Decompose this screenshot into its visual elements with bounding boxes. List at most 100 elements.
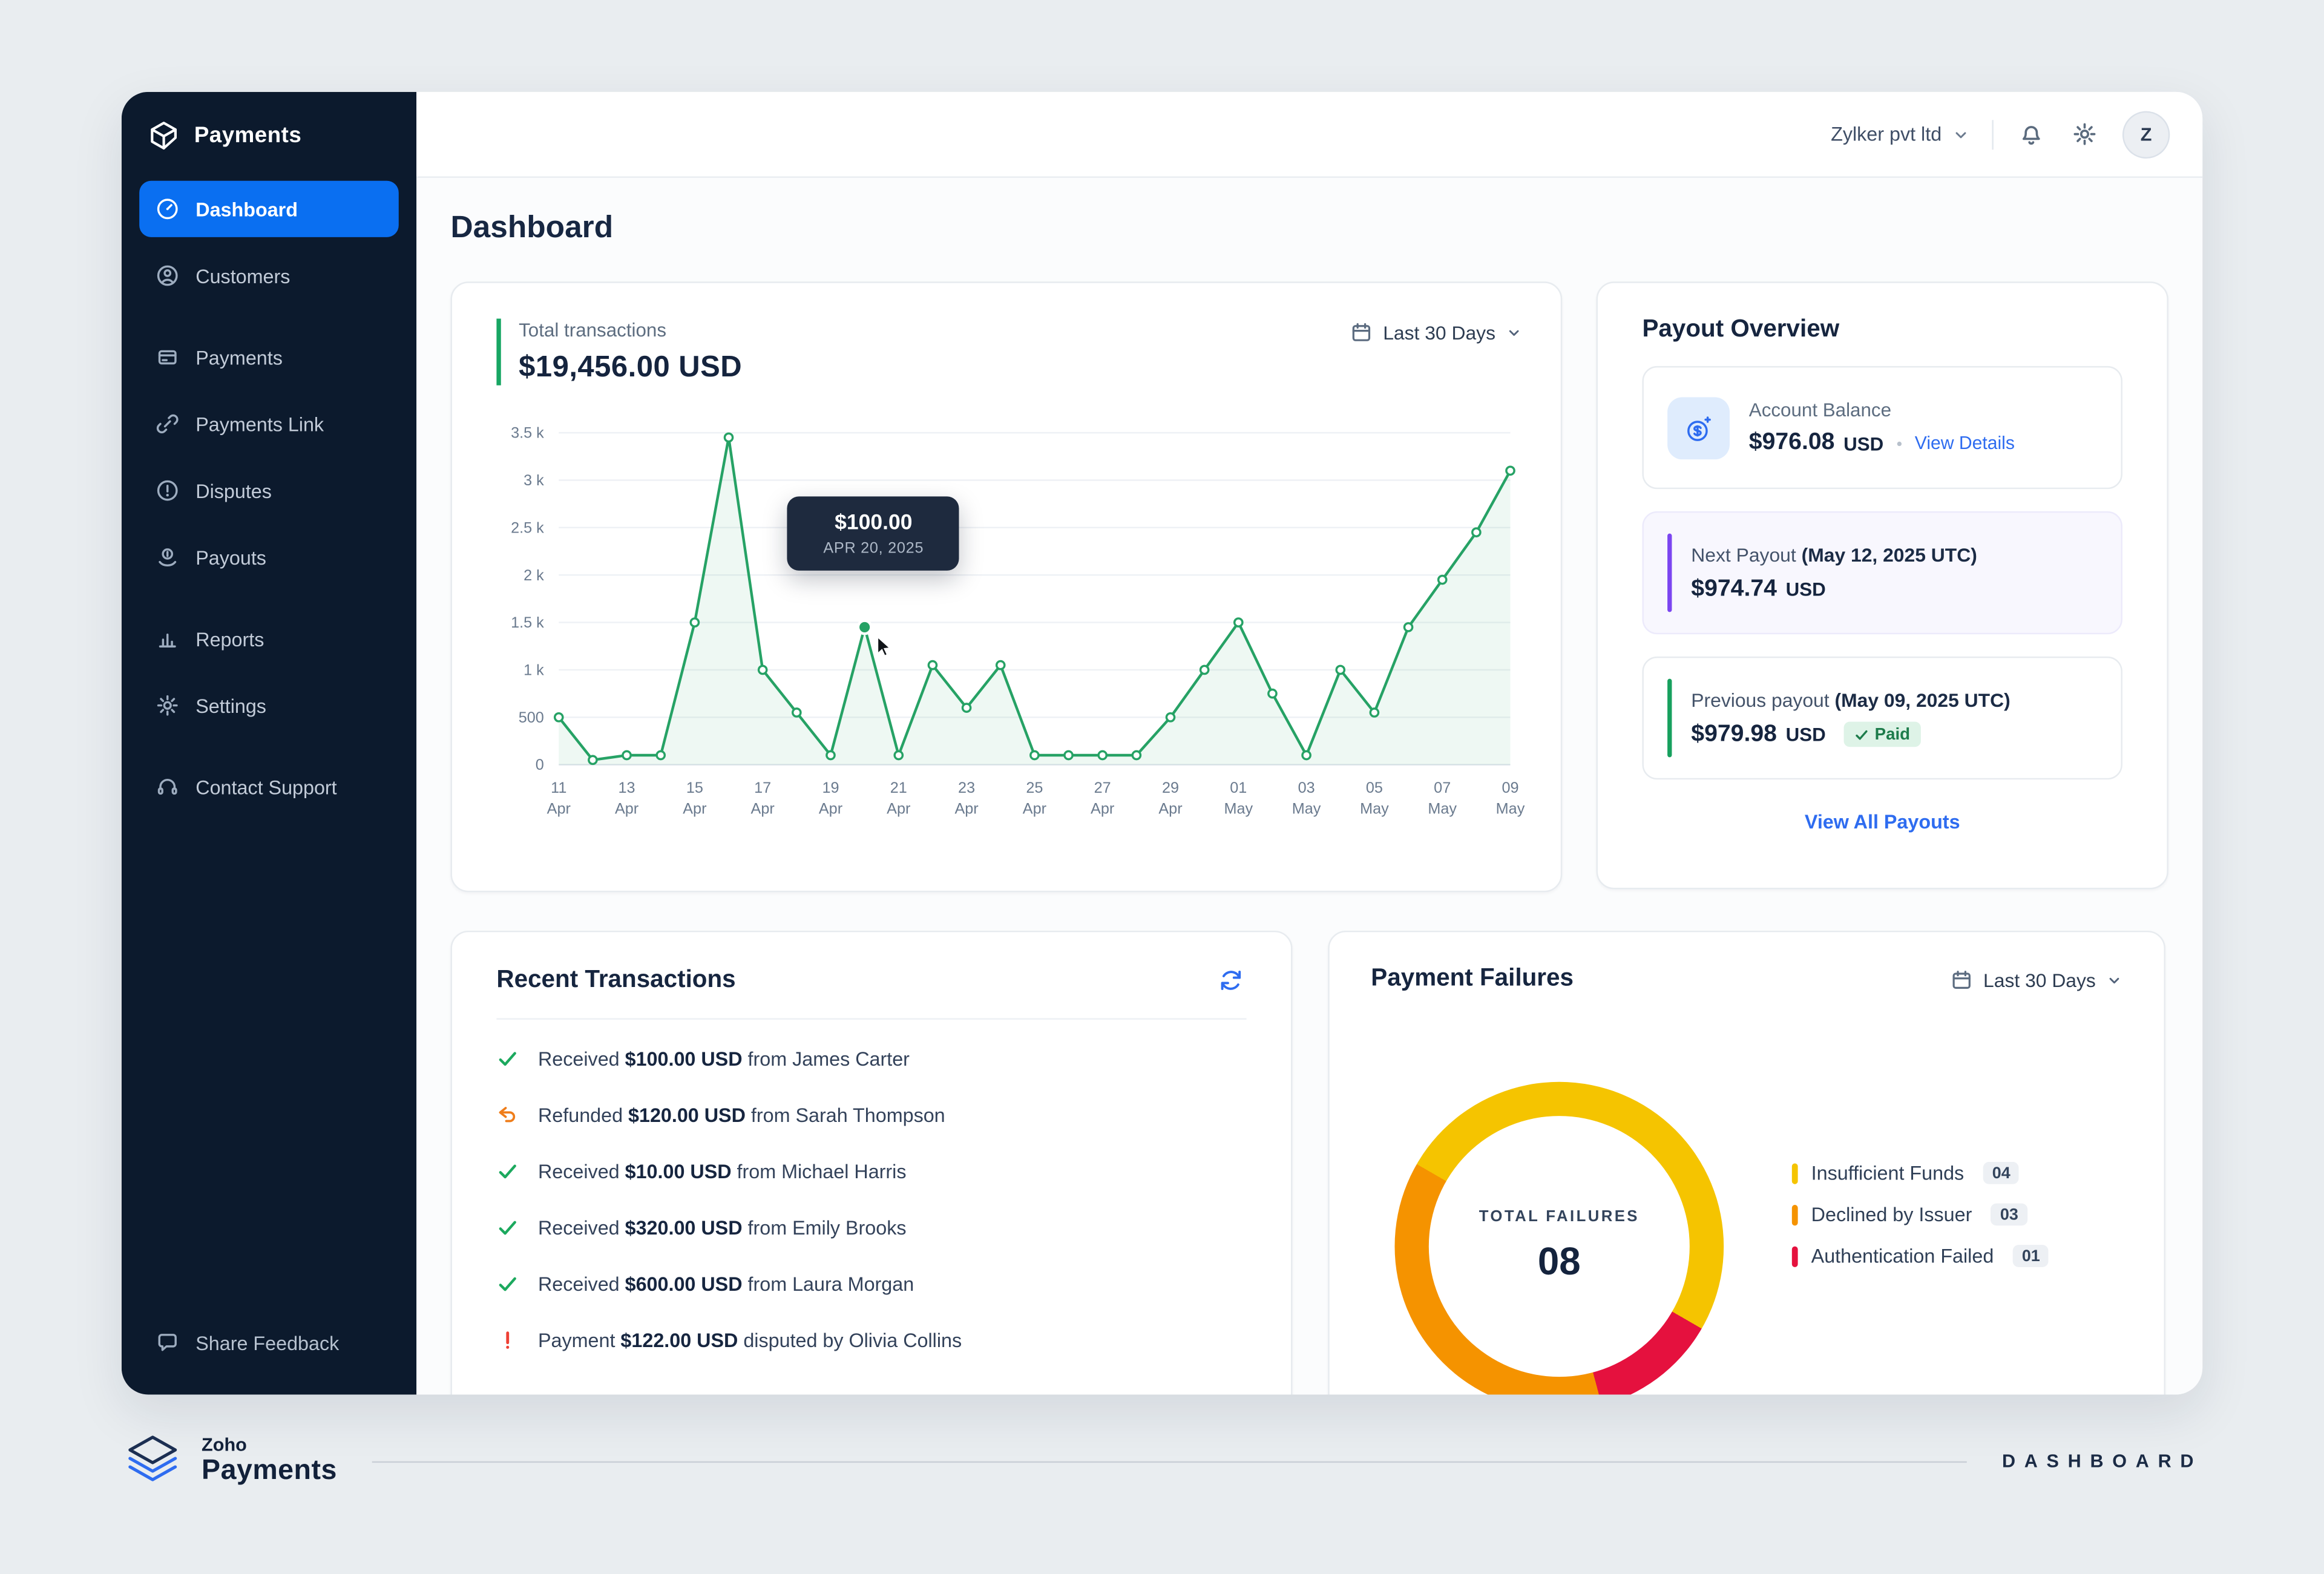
- transaction-text: Payment $122.00 USD disputed by Olivia C…: [537, 1329, 962, 1352]
- transaction-text: Received $10.00 USD from Michael Harris: [537, 1160, 907, 1183]
- sidebar-item-customers[interactable]: Customers: [139, 248, 399, 304]
- svg-text:Apr: Apr: [1023, 800, 1046, 817]
- legend-count-badge: 03: [1991, 1203, 2027, 1226]
- svg-text:01: 01: [1230, 779, 1247, 796]
- recent-transactions-card: Recent Transactions Received $100.00 USD…: [450, 930, 1293, 1395]
- payout-overview-card: Payout Overview Account Balance $976.08 …: [1596, 281, 2168, 890]
- check-icon: [496, 1217, 520, 1239]
- calendar-icon: [1353, 323, 1371, 341]
- account-balance-currency: USD: [1843, 431, 1884, 454]
- transaction-row: Received $100.00 USD from James Carter: [496, 1042, 1246, 1076]
- page-title: Dashboard: [450, 210, 614, 245]
- svg-text:13: 13: [619, 779, 635, 796]
- transaction-row: Received $320.00 USD from Emily Brooks: [496, 1211, 1246, 1245]
- main-area: Zylker pvt ltd Z Dashboard: [416, 91, 2203, 1395]
- check-icon: [1855, 729, 1868, 739]
- transactions-list: Received $100.00 USD from James Carter Re…: [496, 1042, 1246, 1358]
- support-icon: [156, 775, 179, 799]
- previous-payout-label: Previous payout: [1691, 688, 1830, 711]
- svg-text:29: 29: [1162, 779, 1179, 796]
- sidebar-item-share-feedback[interactable]: Share Feedback: [139, 1314, 399, 1371]
- bell-icon: [2023, 126, 2040, 145]
- line-chart-svg[interactable]: 0 500 1 k 1.5 k 2 k 2.5 k 3 k 3.5 k 11 Apr 13 Apr 15…: [485, 412, 1531, 845]
- total-transactions-summary: Total transactions $19,456.00 USD: [496, 318, 743, 385]
- sidebar-item-label: Dashboard: [195, 197, 298, 220]
- svg-text:May: May: [1360, 800, 1389, 817]
- donut-hole: [1428, 1116, 1690, 1377]
- brand: Payments: [122, 92, 416, 172]
- legend-count-badge: 01: [2013, 1245, 2049, 1267]
- view-all-payouts-link[interactable]: View All Payouts: [1804, 810, 1960, 833]
- total-failures-label: TOTAL FAILURES: [1479, 1207, 1640, 1226]
- svg-text:11: 11: [551, 779, 566, 796]
- next-payout-amount: $974.74: [1691, 575, 1777, 602]
- svg-text:Apr: Apr: [683, 800, 706, 817]
- svg-text:Apr: Apr: [1091, 800, 1114, 817]
- company-switcher[interactable]: Zylker pvt ltd: [1831, 123, 1970, 145]
- svg-text:Apr: Apr: [819, 800, 842, 817]
- avatar[interactable]: Z: [2122, 110, 2170, 158]
- svg-text:Apr: Apr: [751, 800, 775, 817]
- zoho-brand-bottom: Payments: [202, 1455, 337, 1487]
- svg-text:Apr: Apr: [887, 800, 910, 817]
- total-transactions-value: $19,456.00 USD: [519, 351, 743, 384]
- previous-payout-date: (May 09, 2025 UTC): [1834, 688, 2011, 711]
- refresh-button[interactable]: [1215, 965, 1246, 995]
- payment-failures-card: Payment Failures Last 30 Days: [1328, 930, 2165, 1395]
- legend-color-icon: [1791, 1162, 1798, 1184]
- account-balance-icon: [1667, 396, 1730, 459]
- donut-center: TOTAL FAILURES 08: [1394, 1082, 1724, 1395]
- topbar: Zylker pvt ltd Z: [416, 91, 2203, 178]
- previous-payout-accent-bar: [1667, 678, 1672, 758]
- payments-logo-icon: [148, 120, 179, 151]
- failures-donut-chart[interactable]: TOTAL FAILURES 08: [1394, 1081, 1724, 1395]
- check-icon: [496, 1048, 520, 1070]
- transaction-text: Refunded $120.00 USD from Sarah Thompson: [537, 1104, 945, 1127]
- legend-item: Authentication Failed 01: [1791, 1245, 2049, 1267]
- sidebar: Payments Dashboard Customers Payments Payme…: [121, 91, 417, 1395]
- svg-text:09: 09: [1502, 779, 1518, 796]
- avatar-initial: Z: [2140, 123, 2152, 145]
- sidebar-item-payouts[interactable]: Payouts: [139, 529, 399, 585]
- sidebar-item-label: Payments: [195, 346, 283, 369]
- svg-text:May: May: [1496, 800, 1525, 817]
- previous-payout-amount: $979.98: [1691, 721, 1777, 747]
- footer-divider: [372, 1460, 1967, 1462]
- sidebar-nav: Dashboard Customers Payments Payments Link D…: [122, 172, 416, 825]
- topbar-divider: [1992, 119, 1994, 149]
- transaction-row: Received $600.00 USD from Laura Morgan: [496, 1267, 1246, 1301]
- view-details-link[interactable]: View Details: [1914, 433, 2015, 454]
- sidebar-item-settings[interactable]: Settings: [139, 677, 399, 733]
- failures-date-range-picker[interactable]: Last 30 Days: [1951, 969, 2122, 992]
- svg-text:May: May: [1292, 800, 1321, 817]
- svg-text:Apr: Apr: [547, 800, 571, 817]
- svg-text:3.5 k: 3.5 k: [511, 425, 544, 442]
- sidebar-item-payments[interactable]: Payments: [139, 329, 399, 385]
- dot-separator: [1897, 441, 1902, 445]
- account-balance-amount: $976.08: [1748, 430, 1835, 455]
- svg-text:1.5 k: 1.5 k: [511, 614, 544, 631]
- sidebar-item-reports[interactable]: Reports: [139, 611, 399, 667]
- previous-payout-box: Previous payout (May 09, 2025 UTC) $979.…: [1642, 656, 2122, 780]
- transaction-text: Received $600.00 USD from Laura Morgan: [537, 1273, 914, 1296]
- sidebar-item-dashboard[interactable]: Dashboard: [139, 180, 399, 237]
- date-range-label: Last 30 Days: [1383, 321, 1496, 344]
- settings-button[interactable]: [2069, 119, 2100, 149]
- sidebar-item-contact-support[interactable]: Contact Support: [139, 759, 399, 815]
- svg-text:15: 15: [686, 779, 703, 796]
- legend-item: Insufficient Funds 04: [1791, 1162, 2049, 1184]
- sidebar-item-disputes[interactable]: Disputes: [139, 462, 399, 519]
- transactions-chart[interactable]: 0 500 1 k 1.5 k 2 k 2.5 k 3 k 3.5 k 11 Apr 13 Apr 15…: [485, 412, 1531, 845]
- notifications-button[interactable]: [2016, 119, 2047, 149]
- sidebar-item-payments-link[interactable]: Payments Link: [139, 396, 399, 452]
- next-payout-accent-bar: [1667, 533, 1672, 612]
- failures-date-range-label: Last 30 Days: [1983, 969, 2096, 992]
- svg-text:Apr: Apr: [1158, 800, 1182, 817]
- transaction-row: Received $10.00 USD from Michael Harris: [496, 1155, 1246, 1189]
- transaction-row: Refunded $120.00 USD from Sarah Thompson: [496, 1098, 1246, 1132]
- sidebar-item-label: Contact Support: [195, 776, 337, 798]
- chevron-down-icon: [1509, 330, 1519, 336]
- date-range-picker[interactable]: Last 30 Days: [1350, 321, 1522, 344]
- legend-color-icon: [1791, 1204, 1798, 1225]
